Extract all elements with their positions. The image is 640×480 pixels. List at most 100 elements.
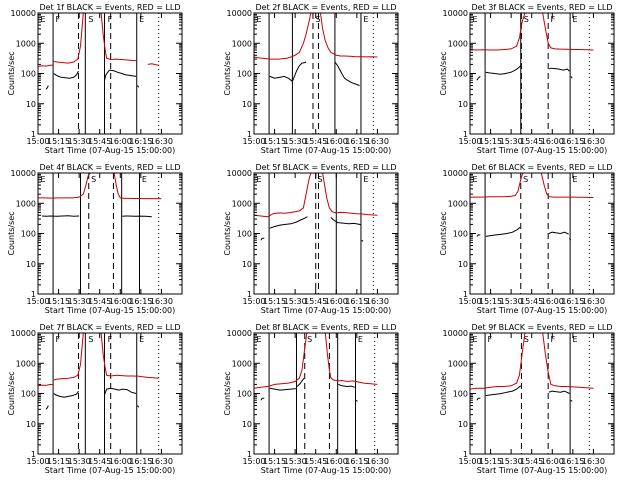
- events-series-line: [476, 397, 481, 401]
- events-series-line: [548, 231, 569, 235]
- x-tick-label: 16:15: [345, 297, 368, 306]
- plot-frame: [253, 332, 399, 455]
- marker-label: E: [139, 335, 144, 344]
- marker-label: F: [551, 335, 556, 344]
- events-series-line: [122, 215, 152, 218]
- marker-label: F: [108, 15, 113, 24]
- y-tick-label: 1: [247, 130, 252, 139]
- x-tick-label: 15:15: [47, 297, 70, 306]
- y-tick-label: 10: [26, 420, 36, 429]
- marker-label: F: [108, 335, 113, 344]
- lld-series-line: [254, 333, 308, 389]
- x-tick-label: 16:30: [582, 137, 605, 146]
- x-tick-label: 16:00: [109, 457, 132, 466]
- series-group: [38, 13, 159, 90]
- events-series-line: [355, 399, 358, 402]
- lld-series-line: [38, 64, 54, 67]
- panel-title: Det 2f BLACK = Events, RED = LLD: [255, 3, 396, 12]
- lld-series-line: [254, 13, 312, 60]
- x-tick-label: 15:45: [304, 457, 327, 466]
- marker-lines: [268, 173, 374, 294]
- x-tick-label: 15:15: [263, 297, 286, 306]
- marker-label: E: [363, 175, 368, 184]
- marker-label: E: [472, 15, 477, 24]
- marker-lines: [484, 333, 590, 454]
- events-series-line: [45, 405, 49, 410]
- x-tick-label: 16:15: [129, 297, 152, 306]
- x-tick-label: 15:30: [68, 457, 91, 466]
- lld-series-line: [254, 173, 312, 218]
- series-group: [254, 13, 378, 86]
- series-group: [470, 173, 594, 241]
- x-tick-label: 15:00: [242, 297, 265, 306]
- marker-label: E: [256, 15, 261, 24]
- x-axis-label: Start Time (07-Aug-15 15:00:00): [477, 306, 608, 315]
- x-axis-label: Start Time (07-Aug-15 15:00:00): [45, 306, 176, 315]
- marker-label: S: [307, 335, 312, 344]
- y-tick-label: 10: [242, 100, 252, 109]
- events-series-line: [260, 397, 265, 401]
- x-axis-label: Start Time (07-Aug-15 15:00:00): [477, 146, 608, 155]
- marker-label: F: [551, 15, 556, 24]
- y-tick-label: 10000: [11, 329, 36, 338]
- x-tick-label: 15:30: [284, 457, 307, 466]
- x-tick-label: 16:15: [561, 137, 584, 146]
- x-tick-label: 16:00: [325, 297, 348, 306]
- marker-label: S: [315, 15, 320, 24]
- y-axis-label: Counts/sec: [439, 51, 448, 95]
- marker-lines: [268, 333, 376, 454]
- series-group: [38, 173, 162, 218]
- chart-panel-5: Det 5f BLACK = Events, RED = LLD E S E 15:00…: [223, 163, 399, 315]
- y-tick-label: 10: [26, 100, 36, 109]
- marker-label: S: [317, 175, 322, 184]
- plot-frame: [253, 12, 399, 135]
- x-tick-label: 15:30: [500, 137, 523, 146]
- y-tick-label: 100: [453, 230, 468, 239]
- x-tick-label: 16:15: [129, 137, 152, 146]
- marker-label: S: [88, 335, 93, 344]
- y-axis-label: Counts/sec: [223, 211, 232, 255]
- y-tick-label: 100: [237, 70, 252, 79]
- x-tick-label: 15:45: [88, 457, 111, 466]
- y-tick-label: 10000: [227, 9, 252, 18]
- series-group: [470, 333, 594, 402]
- marker-label: S: [523, 175, 528, 184]
- marker-label: F: [487, 335, 492, 344]
- marker-label: S: [91, 175, 96, 184]
- x-tick-label: 15:00: [26, 457, 49, 466]
- plot-frame: [469, 332, 615, 455]
- events-series-line: [269, 216, 308, 229]
- y-tick-label: 10: [458, 260, 468, 269]
- marker-label: E: [40, 335, 45, 344]
- events-series-line: [338, 383, 355, 388]
- chart-panel-6: Det 6f BLACK = Events, RED = LLD E S E 15:00…: [439, 163, 615, 315]
- series-group: [470, 13, 594, 81]
- y-tick-label: 10000: [227, 329, 252, 338]
- chart-panel-7: Det 7f BLACK = Events, RED = LLD E F S F E 15:…: [7, 323, 183, 475]
- x-tick-label: 16:30: [150, 297, 173, 306]
- lld-series-line: [100, 13, 137, 62]
- x-tick-label: 15:00: [26, 137, 49, 146]
- x-tick-label: 15:30: [68, 137, 91, 146]
- events-series-line: [485, 385, 522, 397]
- y-axis-label: Counts/sec: [7, 371, 16, 415]
- y-tick-label: 100: [21, 390, 36, 399]
- events-series-line: [568, 237, 572, 241]
- x-axis-label: Start Time (07-Aug-15 15:00:00): [477, 466, 608, 475]
- chart-panel-3: Det 3f BLACK = Events, RED = LLD E S F E 15:0…: [439, 3, 615, 155]
- marker-label: E: [572, 15, 577, 24]
- lld-series-line: [53, 13, 84, 64]
- chart-panel-1: Det 1f BLACK = Events, RED = LLD E F S F E 15:…: [7, 3, 183, 155]
- series-group: [254, 333, 378, 402]
- y-tick-label: 1000: [448, 39, 468, 48]
- events-series-line: [269, 387, 296, 391]
- y-tick-label: 1: [463, 450, 468, 459]
- y-tick-label: 1: [31, 290, 36, 299]
- events-series-line: [330, 217, 362, 226]
- lld-series-line: [113, 173, 162, 200]
- lld-series-line: [542, 13, 594, 51]
- plot-frame: [37, 12, 183, 135]
- events-series-line: [296, 377, 305, 387]
- y-tick-label: 1: [31, 450, 36, 459]
